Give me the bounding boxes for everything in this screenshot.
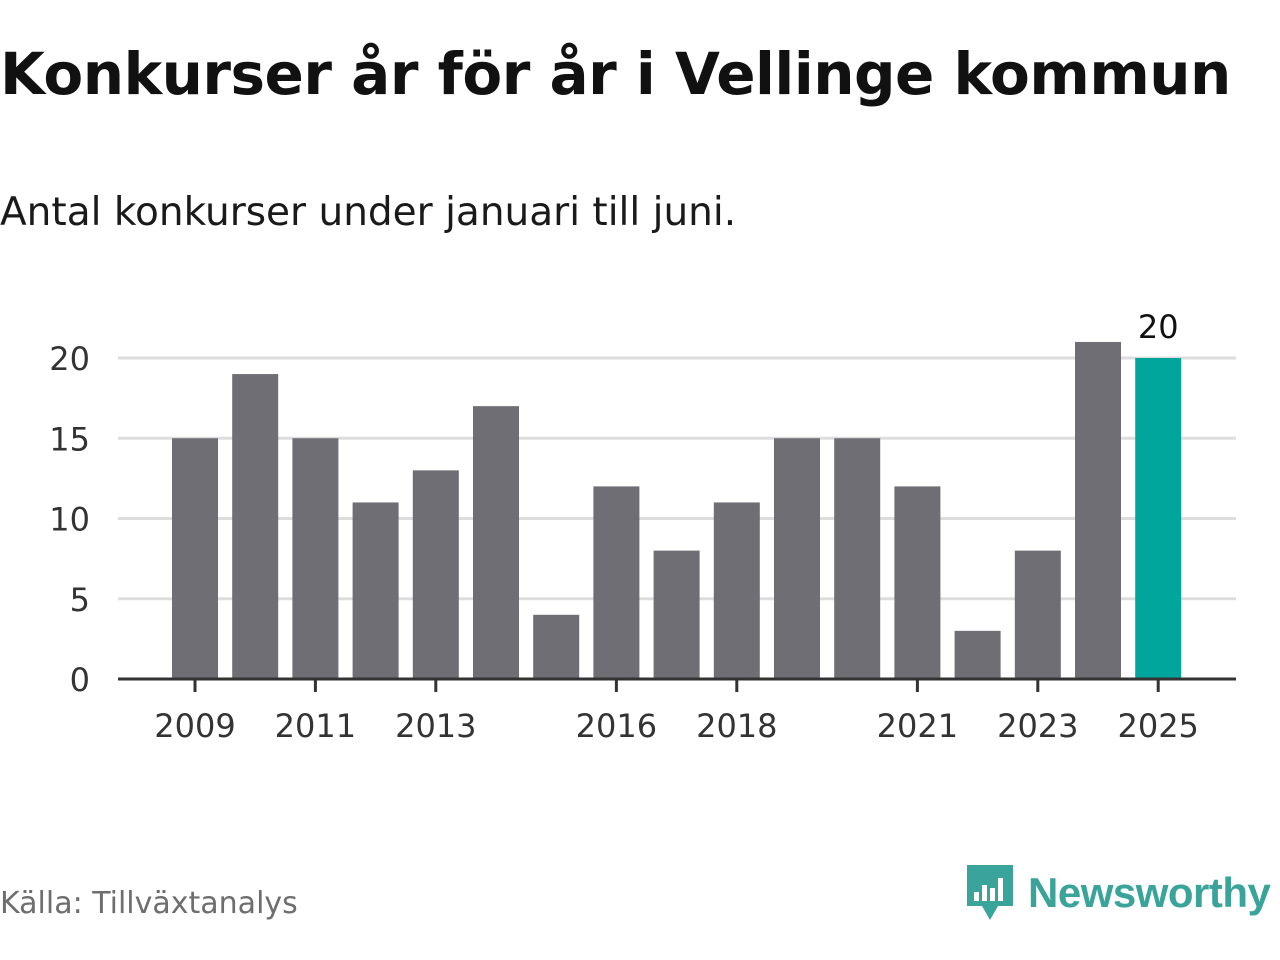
bar: [172, 438, 218, 679]
bar: [834, 438, 881, 679]
bar: [473, 406, 519, 679]
x-tick-label: 2018: [696, 707, 777, 745]
x-tick-label: 2025: [1117, 707, 1198, 745]
bar: [774, 438, 820, 679]
axes: 0 5 10 15 20 2009 2011 2013 2016 2018 2021 2023 2025: [49, 340, 1236, 745]
x-tick-label: 2021: [877, 707, 958, 745]
x-tick-label: 2011: [275, 707, 356, 745]
bar: [533, 614, 580, 679]
bar: [653, 550, 700, 679]
bar: [593, 486, 640, 679]
bar: [1135, 358, 1182, 679]
bar: [954, 630, 1001, 679]
x-tick-label: 2016: [576, 707, 657, 745]
bar: [232, 374, 279, 679]
y-tick-label: 10: [49, 501, 90, 539]
x-tick-label: 2013: [395, 707, 476, 745]
x-tick-label: 2009: [154, 707, 235, 745]
bar-chart: 20 0 5 10 15 20 2009 2011 2013 2016 2018 2021 2023 2…: [49, 308, 1236, 745]
newsworthy-logo-icon: [967, 865, 1013, 920]
x-tick-label: 2023: [997, 707, 1078, 745]
bar: [352, 502, 399, 679]
bar: [292, 438, 339, 679]
bar: [1014, 550, 1061, 679]
y-tick-label: 5: [70, 581, 90, 619]
brand-name: Newsworthy: [1028, 869, 1271, 916]
bar: [894, 486, 941, 679]
brand: Newsworthy: [964, 862, 1271, 924]
chart-subtitle: Antal konkurser under januari till juni.: [0, 190, 737, 235]
data-label: 20: [1138, 308, 1179, 346]
y-tick-label: 15: [49, 420, 90, 458]
source-note: Källa: Tillväxtanalys: [0, 886, 298, 921]
y-tick-label: 0: [70, 661, 90, 699]
bar: [412, 470, 459, 679]
y-tick-label: 20: [49, 340, 90, 378]
bar: [713, 502, 760, 679]
chart-title: Konkurser år för år i Vellinge kommun: [0, 40, 1231, 108]
bar: [1075, 341, 1121, 679]
bars: 20: [172, 308, 1182, 679]
